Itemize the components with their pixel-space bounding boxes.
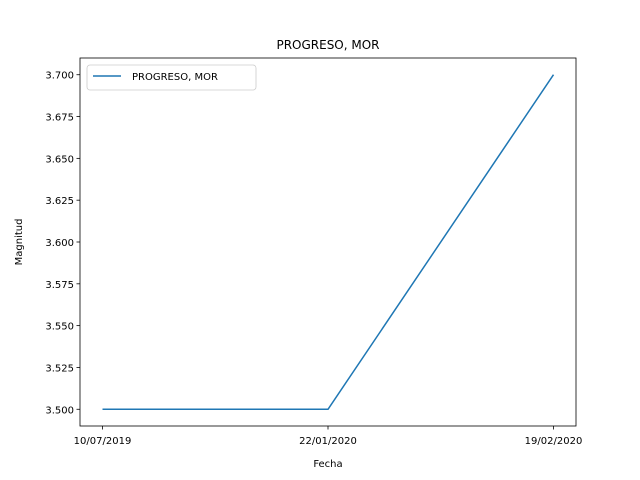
y-tick-label: 3.700 [45,71,74,82]
x-tick-label: 10/07/2019 [74,436,132,447]
legend-label: PROGRESO, MOR [132,72,218,83]
y-tick-label: 3.650 [45,154,74,165]
y-tick-label: 3.550 [45,322,74,333]
x-axis-label: Fecha [313,459,342,470]
y-tick-label: 3.675 [45,113,74,124]
series-line [102,74,555,411]
series-layer [102,74,555,411]
y-axis-ticks: 3.500 3.525 3.550 3.575 3.600 3.625 3.650 3.675… [45,71,80,416]
legend-box [86,64,257,91]
legend: PROGRESO, MOR [86,64,257,91]
y-tick-label: 3.575 [45,280,74,291]
x-tick-label: 22/01/2020 [299,436,357,447]
chart-title: PROGRESO, MOR [276,38,379,52]
plot-frame [79,57,577,427]
y-tick-label: 3.500 [45,405,74,416]
y-tick-label: 3.625 [45,196,74,207]
y-axis-label: Magnitud [14,219,25,266]
y-tick-label: 3.600 [45,238,74,249]
x-tick-label: 19/02/2020 [525,436,583,447]
y-tick-label: 3.525 [45,363,74,374]
x-axis-ticks: 10/07/2019 22/01/2020 19/02/2020 [74,426,583,447]
